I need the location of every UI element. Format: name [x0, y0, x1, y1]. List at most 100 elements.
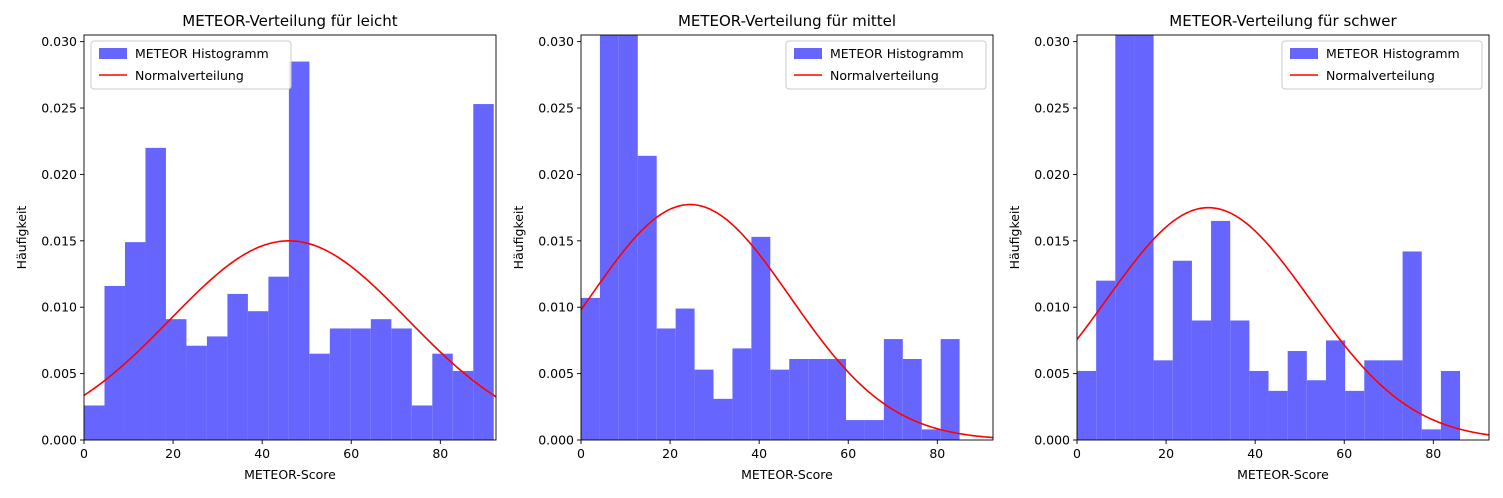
histogram-bar [599, 35, 619, 440]
x-tick-label: 0 [1073, 446, 1081, 461]
x-tick-label: 40 [1247, 446, 1263, 461]
legend-label-normal: Normalverteilung [1326, 68, 1435, 83]
histogram-bar [694, 369, 714, 440]
legend-box [785, 40, 987, 90]
histogram-bar [1421, 429, 1441, 440]
x-axis-label: METEOR-Score [1237, 467, 1329, 482]
histogram-bar [370, 319, 392, 440]
chart-panel-2: 0 20 40 60 80 0.000 0.005 0.010 0.015 0.020 0.025 0… [511, 12, 994, 482]
plot-area [1077, 35, 1489, 440]
histogram-bar [656, 328, 676, 440]
y-tick-label: 0.015 [538, 233, 574, 248]
y-tick-label: 0.000 [41, 433, 77, 448]
histogram-bar [329, 328, 351, 440]
legend-swatch-histogram [794, 48, 822, 59]
y-tick-label: 0.005 [538, 366, 574, 381]
y-tick-label: 0.020 [1034, 167, 1070, 182]
normal-curve [1077, 206, 1489, 436]
x-tick-label: 20 [165, 446, 181, 461]
histogram-bar [827, 359, 847, 440]
x-tick-label: 0 [577, 446, 585, 461]
y-axis-label: Häufigkeit [1007, 206, 1022, 270]
axes-frame [1076, 34, 1490, 441]
histogram-bar [732, 348, 752, 440]
x-axis-label: METEOR-Score [244, 467, 336, 482]
histogram-bar [268, 276, 289, 440]
x-tick-label: 80 [929, 446, 945, 461]
histogram-bar [1287, 351, 1307, 440]
x-tick-label: 40 [751, 446, 767, 461]
histogram-bar [1383, 360, 1403, 440]
histogram-bar [1172, 260, 1192, 440]
histogram-bar [309, 353, 330, 440]
chart-panel-3: 0 20 40 60 80 0.000 0.005 0.010 0.015 0.020 0.025 0… [1007, 12, 1490, 482]
y-tick-label: 0.030 [41, 34, 77, 49]
y-tick-label: 0.030 [1034, 34, 1070, 49]
y-axis-label: Häufigkeit [511, 206, 526, 270]
histogram-bar [675, 308, 695, 440]
histogram-bar [883, 339, 903, 440]
histogram-bar [1402, 251, 1422, 440]
chart-title: METEOR-Verteilung für schwer [1169, 12, 1397, 30]
legend-label-histogram: METEOR Histogramm [135, 46, 269, 61]
histogram-bar [1134, 35, 1154, 440]
legend-swatch-histogram [1290, 48, 1318, 59]
legend-label-normal: Normalverteilung [135, 68, 244, 83]
histogram-bar [145, 147, 166, 440]
y-tick-label: 0.010 [41, 300, 77, 315]
histogram-bar [247, 311, 269, 440]
y-tick-label: 0.015 [41, 233, 77, 248]
x-tick-label: 60 [840, 446, 856, 461]
histogram-bar [1249, 370, 1269, 440]
legend-label-histogram: METEOR Histogramm [830, 46, 964, 61]
histogram-bar [921, 429, 941, 440]
y-tick-label: 0.000 [538, 433, 574, 448]
legend: METEOR Histogramm Normalverteilung [90, 40, 292, 90]
histogram-bar [1211, 220, 1231, 440]
histogram-bar [789, 359, 809, 440]
histogram-bar [618, 35, 638, 440]
histogram-bar [581, 297, 600, 440]
legend: METEOR Histogramm Normalverteilung [1281, 40, 1483, 90]
y-tick-label: 0.020 [538, 167, 574, 182]
chart-panel-1: 0 20 40 60 80 0.000 0.005 0.010 0.015 0.020 0.025 0… [14, 12, 497, 482]
legend-box [1281, 40, 1483, 90]
legend-box [90, 40, 292, 90]
histogram-bar [1364, 360, 1384, 440]
histogram-bar [473, 104, 494, 440]
histogram-bar [1115, 35, 1135, 440]
histogram-bar [751, 236, 771, 440]
legend-label-histogram: METEOR Histogramm [1326, 46, 1460, 61]
x-axis-label: METEOR-Score [741, 467, 833, 482]
histogram-bar [1153, 360, 1173, 440]
x-tick-label: 60 [343, 446, 359, 461]
histogram-bar [186, 345, 207, 440]
x-tick-label: 60 [1336, 446, 1352, 461]
histogram-bar [1191, 320, 1212, 440]
normal-curve [581, 203, 993, 439]
plot-area [84, 61, 496, 440]
y-tick-label: 0.025 [41, 101, 77, 116]
histogram-bar [350, 328, 371, 440]
y-tick-label: 0.025 [538, 101, 574, 116]
histogram-bar [411, 405, 433, 440]
legend-label-normal: Normalverteilung [830, 68, 939, 83]
legend-swatch-histogram [99, 48, 127, 59]
chart-title: METEOR-Verteilung für leicht [182, 12, 397, 30]
x-tick-label: 20 [662, 446, 678, 461]
y-axis-label: Häufigkeit [14, 206, 29, 270]
y-tick-label: 0.005 [1034, 366, 1070, 381]
histogram-bar [165, 319, 187, 440]
x-tick-label: 40 [254, 446, 270, 461]
histogram-bar [124, 242, 146, 440]
histogram-bar [1440, 370, 1461, 440]
plot-area [581, 35, 993, 440]
histogram-bar [206, 336, 228, 440]
y-tick-label: 0.000 [1034, 433, 1070, 448]
histogram-bar [808, 359, 828, 440]
histogram-bar [864, 420, 884, 440]
histogram-bar [1268, 390, 1288, 440]
histogram-bar [452, 370, 474, 440]
histogram-bar [637, 155, 657, 440]
